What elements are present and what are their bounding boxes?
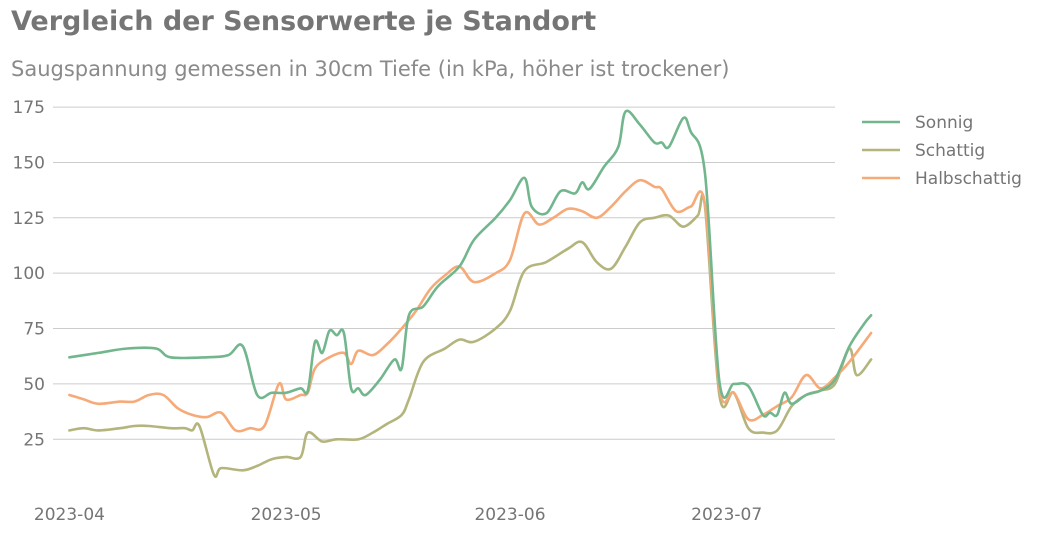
- legend-label-sonnig: Sonnig: [915, 113, 973, 133]
- y-tick-label: 150: [13, 153, 45, 173]
- y-tick-label: 50: [23, 375, 45, 395]
- y-tick-label: 100: [13, 264, 45, 284]
- legend-label-schattig: Schattig: [915, 141, 985, 161]
- x-axis-ticks: 2023-04 2023-05 2023-06 2023-07: [34, 505, 762, 525]
- x-tick-label: 2023-04: [34, 505, 105, 525]
- legend: Sonnig Schattig Halbschattig: [862, 113, 1022, 189]
- chart-title: Vergleich der Sensorwerte je Standort: [11, 6, 597, 37]
- series-line-schattig: [68, 193, 873, 479]
- x-tick-label: 2023-05: [251, 505, 322, 525]
- y-tick-label: 125: [13, 209, 45, 229]
- y-tick-label: 75: [23, 320, 45, 340]
- series-lines: [68, 109, 873, 479]
- chart-subtitle: Saugspannung gemessen in 30cm Tiefe (in …: [11, 57, 730, 81]
- x-tick-label: 2023-07: [691, 505, 762, 525]
- y-tick-label: 175: [13, 98, 45, 118]
- legend-label-halbschattig: Halbschattig: [915, 169, 1022, 189]
- y-axis-ticks: 25 50 75 100 125 150 175: [13, 98, 45, 450]
- x-tick-label: 2023-06: [474, 505, 545, 525]
- series-line-sonnig: [68, 109, 873, 418]
- y-tick-label: 25: [23, 430, 45, 450]
